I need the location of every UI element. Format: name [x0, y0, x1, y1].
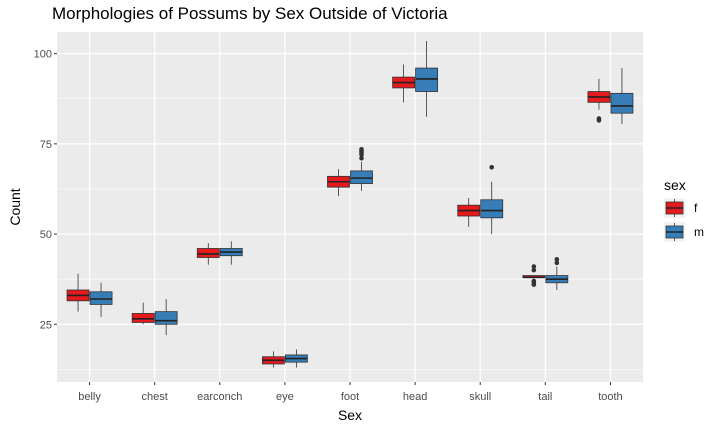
box-f-chest: [131, 313, 155, 323]
x-tick-label: belly: [78, 391, 101, 403]
legend-title: sex: [664, 177, 686, 193]
outlier-point: [359, 146, 364, 152]
y-tick-label: 75: [40, 139, 52, 151]
legend-label-m: m: [694, 225, 704, 239]
legend-label-f: f: [694, 201, 698, 215]
outlier-point: [359, 155, 364, 161]
y-tick-label: 50: [40, 229, 52, 241]
x-tick-label: eye: [276, 391, 294, 403]
x-tick-label: chest: [142, 391, 168, 403]
x-tick-label: foot: [341, 391, 359, 403]
box-f-earconch: [196, 248, 220, 258]
box-m-tooth: [610, 92, 634, 114]
box-m-belly: [89, 291, 113, 305]
x-tick-label: tail: [538, 391, 552, 403]
outlier-point: [554, 260, 560, 266]
outlier-point: [531, 267, 537, 273]
box-m-head: [415, 67, 439, 92]
x-axis-title: Sex: [338, 407, 362, 423]
x-tick-label: head: [403, 391, 427, 403]
x-tick-label: tooth: [598, 391, 622, 403]
x-tick-label: skull: [469, 391, 491, 403]
box-m-chest: [154, 311, 178, 325]
y-tick-label: 100: [34, 49, 52, 61]
outlier-point: [596, 116, 602, 121]
outlier-point: [554, 257, 560, 262]
y-axis-title: Count: [7, 188, 23, 225]
box-m-foot: [350, 170, 373, 184]
box-m-skull: [480, 199, 504, 219]
chart-title: Morphologies of Possums by Sex Outside o…: [52, 4, 448, 23]
y-tick-label: 25: [40, 319, 52, 331]
outlier-point: [489, 165, 495, 170]
x-tick-label: earconch: [197, 391, 242, 403]
outlier-point: [531, 278, 537, 284]
outlier-point: [531, 264, 537, 269]
